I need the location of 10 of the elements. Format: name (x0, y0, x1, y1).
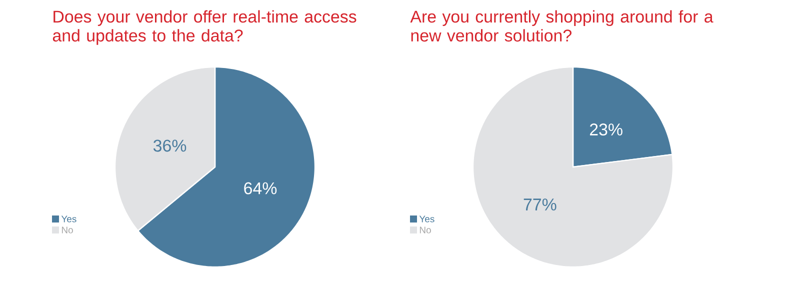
data-label: 36% (153, 140, 186, 152)
data-label: 23% (590, 123, 622, 136)
legend-label: Yes (61, 216, 76, 222)
chart-title: Are you currently shopping around for a new vendor solution? (410, 10, 714, 42)
data-label: 64% (244, 182, 277, 194)
legend-label: No (62, 226, 73, 234)
data-label: 77% (524, 198, 556, 210)
chart-title: Does your vendor offer real-time access and updates to the data? (52, 10, 356, 45)
legend-label: No (420, 226, 431, 234)
legend-label: Yes (419, 216, 434, 222)
